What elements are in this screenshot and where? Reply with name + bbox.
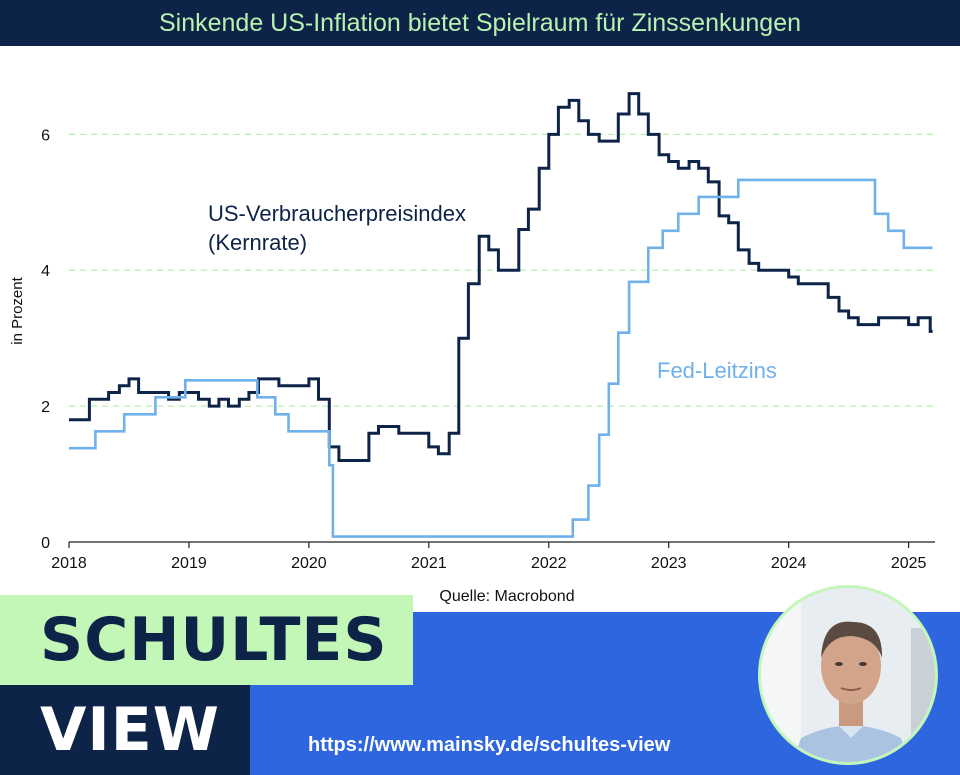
series-label-cpi: (Kernrate) xyxy=(208,230,307,255)
y-tick-label: 4 xyxy=(41,263,50,280)
x-tick-label: 2023 xyxy=(651,555,687,572)
chart-labels: US-Verbraucherpreisindex (Kernrate) Fed-Le… xyxy=(208,201,777,383)
page-title: Sinkende US-Inflation bietet Spielraum f… xyxy=(158,9,802,37)
x-tick-label: 2022 xyxy=(531,555,567,572)
brand-banner-top xyxy=(0,595,413,685)
source-label: Quelle: Macrobond xyxy=(439,588,574,605)
brand-banner-bottom xyxy=(0,685,250,775)
y-tick-label: 2 xyxy=(41,399,50,416)
website-link[interactable]: https://www.mainsky.de/schultes-view xyxy=(308,734,671,756)
y-tick-label: 6 xyxy=(41,127,50,144)
axes: 0 2 4 6 2018 2019 2020 2021 2022 2023 2024 2025 in P… xyxy=(9,127,935,605)
brand-name-line2: VIEW xyxy=(40,695,220,765)
x-tick-label: 2025 xyxy=(891,555,927,572)
x-tick-label: 2019 xyxy=(171,555,207,572)
series-lines xyxy=(69,92,933,538)
brand-banner-blue-left xyxy=(250,685,413,775)
title-bar xyxy=(0,0,960,46)
y-tick-label: 0 xyxy=(41,535,50,552)
author-portrait xyxy=(758,585,938,765)
portrait-illustration xyxy=(761,588,935,762)
x-tick-label: 2018 xyxy=(51,555,87,572)
series-label-fed-rate: Fed-Leitzins xyxy=(657,358,777,383)
brand-name-line1: SCHULTES xyxy=(40,605,388,675)
series-cpi-line xyxy=(69,92,933,462)
x-tick-label: 2021 xyxy=(411,555,447,572)
series-fed-rate-line xyxy=(69,178,933,538)
line-chart: 0 2 4 6 2018 2019 2020 2021 2022 2023 2024 2025 in P… xyxy=(9,92,935,605)
series-label-cpi: US-Verbraucherpreisindex xyxy=(208,201,466,226)
x-tick-label: 2024 xyxy=(771,555,807,572)
y-axis-label: in Prozent xyxy=(9,276,26,344)
x-tick-label: 2020 xyxy=(291,555,327,572)
